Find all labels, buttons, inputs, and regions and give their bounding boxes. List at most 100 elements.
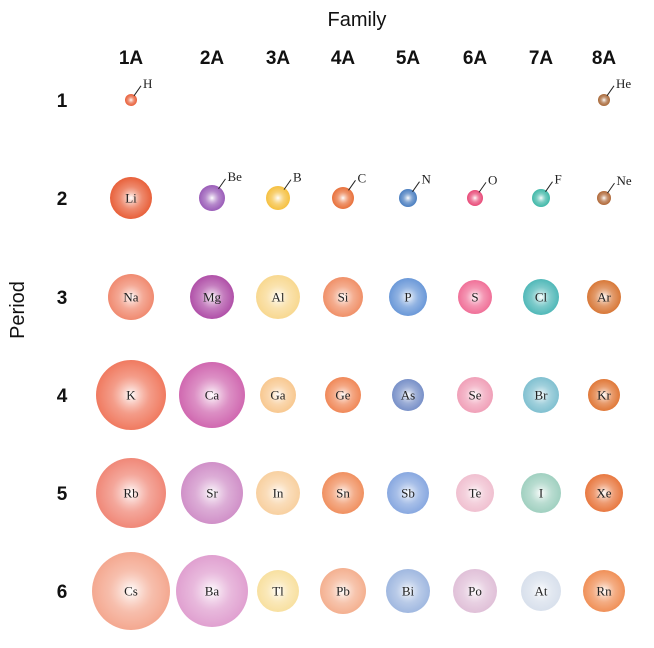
atom-sphere [92,552,170,630]
element-symbol: O [488,172,497,187]
element-symbol: P [404,290,411,305]
atom-Cl: Cl [523,279,559,315]
element-symbol: He [616,76,631,91]
atom-Ne: Ne [597,173,632,205]
element-symbol: C [358,170,367,185]
atom-sphere [521,571,561,611]
atom-O: O [467,172,497,206]
atom-sphere [199,185,225,211]
element-symbol: Sr [206,486,218,501]
element-symbol: Mg [203,290,222,305]
atom-Sb: Sb [387,472,429,514]
atom-Rb: Rb [96,458,166,528]
element-symbol: Br [535,388,549,403]
atom-sphere [96,360,166,430]
atom-sphere [467,190,483,206]
atom-Ge: Ge [325,377,361,413]
atom-sphere [532,189,550,207]
element-symbol: I [539,486,543,501]
atom-sphere [521,473,561,513]
atom-Si: Si [323,277,363,317]
atom-sphere [266,186,290,210]
atom-K: K [96,360,166,430]
family-header-5A: 5A [396,48,421,69]
atom-sphere [389,278,427,316]
period-label-2: 2 [57,189,68,210]
atom-sphere [458,280,492,314]
element-symbol: Na [123,290,138,305]
atom-H: H [125,76,152,106]
atom-Sr: Sr [181,462,243,524]
family-header-3A: 3A [266,48,291,69]
element-symbol: Li [125,191,137,206]
element-symbol: F [555,172,562,187]
family-header-2A: 2A [200,48,225,69]
element-symbol: Ca [205,388,220,403]
atom-sphere [176,555,248,627]
atom-sphere [181,462,243,524]
atom-Al: Al [256,275,300,319]
leader-line [133,85,142,97]
element-symbol: N [422,172,432,187]
family-header-8A: 8A [592,48,617,69]
atom-sphere [256,471,300,515]
period-label-1: 1 [57,91,68,112]
atom-Te: Te [456,474,494,512]
element-symbol: Be [228,169,243,184]
element-symbol: H [143,76,152,91]
element-symbol: Ba [205,584,220,599]
element-symbol: S [471,290,478,305]
atom-Mg: Mg [190,275,234,319]
atom-B: B [266,170,302,210]
atom-sphere [96,458,166,528]
atom-sphere [588,379,620,411]
atom-S: S [458,280,492,314]
period-label-4: 4 [57,386,68,407]
element-symbol: Cs [124,584,138,599]
atom-sphere [585,474,623,512]
element-symbol: Rn [596,584,612,599]
atom-sphere [260,377,296,413]
atom-Tl: Tl [257,570,299,612]
atom-Sn: Sn [322,472,364,514]
atom-Na: Na [108,274,154,320]
family-header-4A: 4A [331,48,356,69]
atom-C: C [332,170,366,209]
atom-sphere [323,277,363,317]
leader-line [478,182,487,193]
atom-sphere [457,377,493,413]
atom-sphere [190,275,234,319]
family-header-7A: 7A [529,48,554,69]
atom-I: I [521,473,561,513]
leader-line [607,182,615,194]
atom-sphere [587,280,621,314]
element-symbol: Tl [272,584,284,599]
atom-Se: Se [457,377,493,413]
atom-sphere [320,568,366,614]
atom-F: F [532,172,562,207]
atom-Bi: Bi [386,569,430,613]
atom-sphere [456,474,494,512]
period-label-5: 5 [57,484,68,505]
atom-sphere [125,94,137,106]
element-symbol: Ga [270,388,285,403]
element-symbol: Ar [597,290,611,305]
element-symbol: Sb [401,486,415,501]
element-symbol: At [535,584,548,599]
element-symbol: Sn [336,486,350,501]
period-label-6: 6 [57,582,68,603]
atom-Br: Br [523,377,559,413]
element-symbol: Rb [123,486,138,501]
atom-As: As [392,379,424,411]
element-symbol: Xe [596,486,611,501]
atom-He: He [598,76,631,106]
element-symbol: Si [338,290,349,305]
y-axis-title: Period [7,281,29,339]
leader-line [348,180,356,191]
x-axis-title: Family [328,9,387,31]
atom-At: At [521,571,561,611]
atom-sphere [110,177,152,219]
atom-Ga: Ga [260,377,296,413]
atom-P: P [389,278,427,316]
